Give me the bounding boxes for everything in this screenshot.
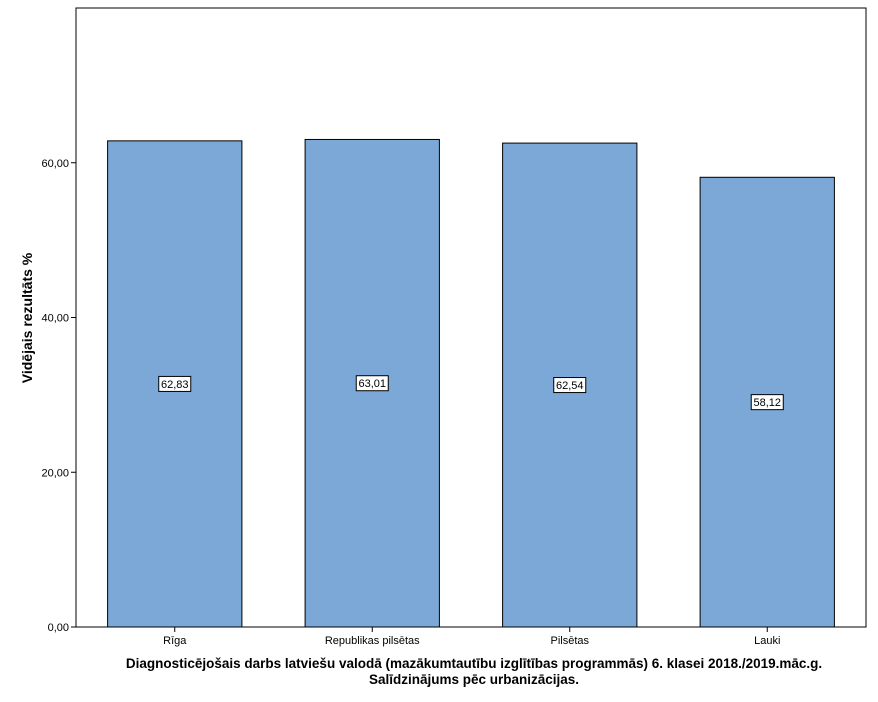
x-tick-label: Lauki [754,635,780,647]
x-tick-label: Rīga [163,635,187,647]
bars-group: 62,83 63,01 62,54 58,12 [107,138,835,628]
data-label-box [553,377,587,394]
y-tick-label: 20,00 [41,467,69,479]
x-tick-label: Pilsētas [550,635,589,647]
data-label: 58,12 [753,397,781,409]
y-axis: 0,00 20,00 40,00 60,00 [41,158,76,634]
data-label: 63,01 [358,378,386,390]
y-tick-label: 60,00 [41,158,69,170]
x-axis: Rīga Republikas pilsētas Pilsētas Lauki [163,627,780,647]
y-tick-label: 40,00 [41,313,69,325]
data-label: 62,83 [161,379,189,391]
x-axis-label-line-2: Salīdzinājums pēc urbanizācijas. [369,672,579,687]
x-axis-label-line-1: Diagnosticējošais darbs latviešu valodā … [126,656,822,671]
y-tick-label: 0,00 [48,622,69,634]
data-label-box [158,375,192,392]
data-label-box [355,375,389,392]
data-label: 62,54 [556,380,584,392]
x-tick-label: Republikas pilsētas [325,635,420,647]
y-axis-label: Vidējais rezultāts % [19,252,35,383]
data-label-box [750,394,784,411]
